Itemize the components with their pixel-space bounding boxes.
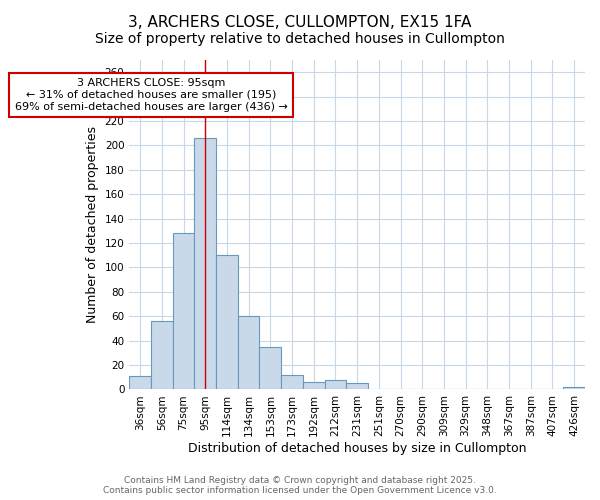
Bar bbox=[303, 382, 325, 390]
Bar bbox=[281, 375, 303, 390]
Text: 3, ARCHERS CLOSE, CULLOMPTON, EX15 1FA: 3, ARCHERS CLOSE, CULLOMPTON, EX15 1FA bbox=[128, 15, 472, 30]
Bar bbox=[325, 380, 346, 390]
Bar bbox=[346, 384, 368, 390]
X-axis label: Distribution of detached houses by size in Cullompton: Distribution of detached houses by size … bbox=[188, 442, 526, 455]
Y-axis label: Number of detached properties: Number of detached properties bbox=[86, 126, 99, 323]
Text: Contains HM Land Registry data © Crown copyright and database right 2025.
Contai: Contains HM Land Registry data © Crown c… bbox=[103, 476, 497, 495]
Bar bbox=[194, 138, 216, 390]
Bar bbox=[173, 234, 194, 390]
Text: Size of property relative to detached houses in Cullompton: Size of property relative to detached ho… bbox=[95, 32, 505, 46]
Bar bbox=[238, 316, 259, 390]
Bar bbox=[151, 321, 173, 390]
Bar bbox=[563, 387, 585, 390]
Bar bbox=[259, 347, 281, 390]
Bar bbox=[216, 255, 238, 390]
Bar bbox=[129, 376, 151, 390]
Text: 3 ARCHERS CLOSE: 95sqm
← 31% of detached houses are smaller (195)
69% of semi-de: 3 ARCHERS CLOSE: 95sqm ← 31% of detached… bbox=[14, 78, 287, 112]
